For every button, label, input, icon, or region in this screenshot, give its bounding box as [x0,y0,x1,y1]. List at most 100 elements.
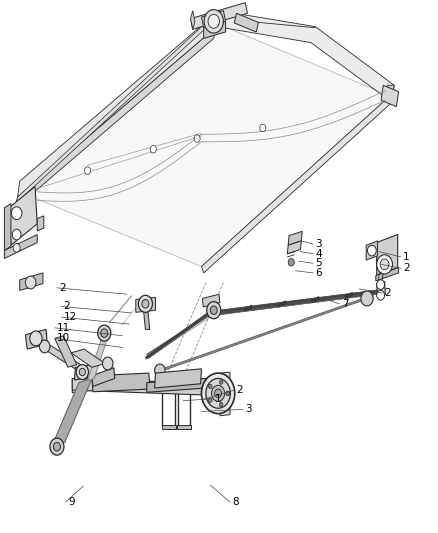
Circle shape [204,10,223,33]
Circle shape [142,300,149,308]
Text: 2: 2 [237,385,243,395]
Text: 10: 10 [57,334,70,343]
Circle shape [12,229,21,240]
Polygon shape [147,378,206,392]
Polygon shape [214,291,385,314]
Polygon shape [287,241,301,254]
Text: 2: 2 [64,302,70,311]
Circle shape [11,207,22,220]
Text: 9: 9 [68,497,74,507]
Polygon shape [88,335,109,381]
Polygon shape [201,11,226,28]
Polygon shape [288,231,302,245]
Polygon shape [136,297,155,312]
Circle shape [150,146,156,153]
Circle shape [367,245,376,256]
Text: 2: 2 [403,263,410,273]
Circle shape [377,280,385,289]
Circle shape [207,302,221,319]
Text: 6: 6 [315,268,322,278]
Circle shape [50,438,64,455]
Circle shape [30,331,42,346]
Text: 5: 5 [315,259,322,268]
Circle shape [98,325,111,341]
Polygon shape [26,24,390,266]
Text: 8: 8 [232,497,239,507]
Text: 7: 7 [342,299,348,309]
Circle shape [226,391,230,395]
Polygon shape [377,245,394,266]
Polygon shape [191,3,247,29]
Polygon shape [177,425,191,429]
Polygon shape [92,373,150,392]
Polygon shape [201,96,392,273]
Circle shape [79,368,85,376]
Circle shape [208,398,212,402]
Polygon shape [144,312,150,329]
Polygon shape [345,292,352,298]
Polygon shape [20,273,43,290]
Polygon shape [55,336,77,367]
Circle shape [206,378,230,408]
Circle shape [155,364,165,377]
Polygon shape [155,369,201,388]
Polygon shape [37,216,44,231]
Polygon shape [71,349,105,367]
Circle shape [85,167,91,174]
Polygon shape [72,378,219,395]
Circle shape [219,402,223,407]
Circle shape [377,255,392,274]
Polygon shape [245,305,252,311]
Circle shape [215,389,222,398]
Polygon shape [162,425,176,429]
Polygon shape [72,376,92,393]
Circle shape [260,124,266,132]
Polygon shape [9,187,37,245]
Text: 4: 4 [315,249,322,259]
Polygon shape [159,296,369,372]
Polygon shape [381,85,399,107]
Text: 1: 1 [403,252,410,262]
Circle shape [210,306,217,314]
Text: 3: 3 [315,239,322,249]
Polygon shape [202,294,220,307]
Circle shape [13,244,20,252]
Polygon shape [191,11,195,29]
Circle shape [361,291,373,306]
Polygon shape [376,268,399,281]
Polygon shape [92,368,115,386]
Polygon shape [278,301,285,307]
Circle shape [208,305,219,318]
Polygon shape [42,345,90,373]
Polygon shape [385,85,394,102]
Circle shape [219,380,223,384]
Circle shape [288,259,294,266]
Polygon shape [145,311,215,359]
Polygon shape [312,296,319,303]
Polygon shape [14,27,217,209]
Circle shape [208,14,219,28]
Circle shape [138,295,152,312]
Polygon shape [377,281,385,296]
Text: 12: 12 [64,312,77,322]
Text: 3: 3 [245,405,252,414]
Circle shape [39,340,50,353]
Polygon shape [17,11,219,203]
Circle shape [208,384,212,389]
Polygon shape [220,372,230,416]
Polygon shape [214,292,385,316]
Circle shape [194,135,200,142]
Polygon shape [18,11,219,197]
Text: 1: 1 [215,394,221,403]
Circle shape [101,329,108,337]
Circle shape [211,309,216,315]
Polygon shape [145,309,215,357]
Polygon shape [25,329,47,349]
Polygon shape [74,364,96,380]
Polygon shape [377,235,398,276]
Text: 2: 2 [385,288,391,298]
Polygon shape [366,241,378,260]
Circle shape [380,259,389,270]
Circle shape [226,391,230,395]
Text: 2: 2 [59,283,66,293]
